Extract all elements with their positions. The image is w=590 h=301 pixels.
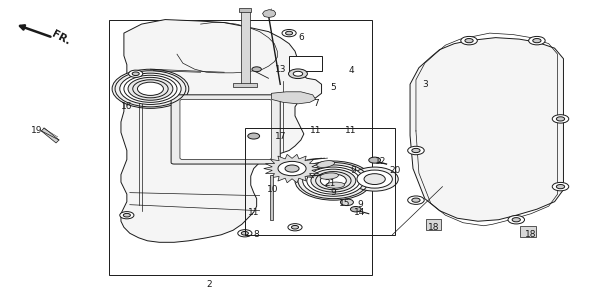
Circle shape [248, 133, 260, 139]
Circle shape [295, 161, 372, 200]
Text: 4: 4 [348, 66, 354, 75]
Bar [245, 128, 395, 235]
Circle shape [129, 70, 143, 77]
Circle shape [238, 230, 252, 237]
Circle shape [351, 167, 398, 191]
Circle shape [556, 185, 565, 189]
Ellipse shape [317, 161, 335, 167]
Circle shape [340, 199, 353, 206]
Circle shape [529, 36, 545, 45]
Circle shape [137, 82, 163, 95]
Text: 13: 13 [274, 65, 286, 74]
Circle shape [311, 169, 356, 192]
Text: 9: 9 [330, 188, 336, 197]
Circle shape [412, 198, 420, 202]
Circle shape [282, 29, 296, 37]
Circle shape [465, 39, 473, 43]
Circle shape [412, 148, 420, 153]
Circle shape [120, 212, 134, 219]
Circle shape [303, 165, 364, 196]
Text: 15: 15 [339, 199, 351, 208]
Text: 11: 11 [310, 126, 322, 135]
Polygon shape [233, 83, 257, 87]
Text: 9: 9 [357, 200, 363, 209]
Circle shape [461, 36, 477, 45]
Circle shape [289, 69, 307, 79]
Bar [109, 20, 372, 275]
Circle shape [350, 206, 361, 212]
Text: 16: 16 [121, 102, 133, 111]
Circle shape [408, 146, 424, 155]
Text: 12: 12 [375, 157, 386, 166]
Circle shape [320, 174, 346, 187]
Text: 5: 5 [330, 83, 336, 92]
Ellipse shape [326, 182, 345, 188]
Text: 10: 10 [267, 185, 279, 194]
Circle shape [552, 182, 569, 191]
Text: 9: 9 [350, 166, 356, 175]
Circle shape [552, 115, 569, 123]
Circle shape [369, 157, 381, 163]
Circle shape [357, 170, 392, 188]
Text: 19: 19 [31, 126, 42, 135]
Text: 7: 7 [313, 99, 319, 108]
Circle shape [556, 117, 565, 121]
Circle shape [508, 216, 525, 224]
Text: 18: 18 [428, 223, 440, 232]
Circle shape [286, 31, 293, 35]
Polygon shape [270, 175, 273, 220]
Circle shape [293, 71, 303, 76]
Polygon shape [289, 56, 322, 71]
Circle shape [288, 224, 302, 231]
FancyBboxPatch shape [171, 95, 280, 164]
Text: 3: 3 [422, 80, 428, 89]
Circle shape [132, 72, 139, 76]
Text: 20: 20 [389, 166, 401, 175]
Polygon shape [426, 219, 441, 230]
Polygon shape [264, 154, 320, 183]
Circle shape [364, 174, 385, 185]
Circle shape [408, 196, 424, 204]
FancyBboxPatch shape [180, 99, 271, 160]
Circle shape [291, 225, 299, 229]
Circle shape [120, 73, 181, 104]
Circle shape [252, 67, 261, 72]
Text: 18: 18 [525, 230, 537, 239]
Polygon shape [41, 128, 59, 143]
Text: 11: 11 [248, 208, 260, 217]
Polygon shape [121, 20, 322, 242]
Circle shape [512, 218, 520, 222]
Circle shape [123, 213, 130, 217]
Circle shape [128, 77, 173, 100]
Text: 2: 2 [206, 280, 212, 289]
Ellipse shape [320, 173, 339, 179]
Polygon shape [263, 10, 276, 17]
Text: 11: 11 [345, 126, 357, 135]
Polygon shape [520, 226, 536, 237]
Text: 21: 21 [324, 179, 336, 188]
Circle shape [278, 161, 306, 176]
Circle shape [241, 231, 248, 235]
Text: 8: 8 [254, 230, 260, 239]
Text: 17: 17 [274, 132, 286, 141]
Polygon shape [241, 9, 250, 86]
Polygon shape [410, 38, 563, 221]
Circle shape [285, 165, 299, 172]
Text: 6: 6 [298, 33, 304, 42]
Circle shape [112, 69, 189, 108]
Text: 14: 14 [354, 208, 366, 217]
Polygon shape [239, 8, 251, 12]
Polygon shape [271, 92, 316, 104]
Text: FR.: FR. [50, 29, 72, 47]
Circle shape [533, 39, 541, 43]
